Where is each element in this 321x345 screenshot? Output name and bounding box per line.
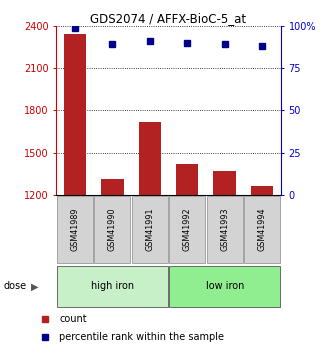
Bar (213, 171, 236, 195)
Text: GSM41992: GSM41992 (183, 208, 192, 251)
Bar (251, 186, 273, 195)
Text: count: count (59, 314, 87, 324)
FancyBboxPatch shape (169, 266, 280, 307)
FancyBboxPatch shape (57, 196, 93, 263)
Bar (176, 164, 198, 195)
FancyBboxPatch shape (132, 196, 168, 263)
Text: dose: dose (3, 282, 26, 291)
Bar (139, 122, 161, 195)
FancyBboxPatch shape (207, 196, 243, 263)
Text: ▶: ▶ (30, 282, 38, 291)
FancyBboxPatch shape (244, 196, 280, 263)
Title: GDS2074 / AFFX-BioC-5_at: GDS2074 / AFFX-BioC-5_at (91, 12, 247, 25)
Text: GSM41991: GSM41991 (145, 208, 154, 251)
FancyBboxPatch shape (57, 266, 168, 307)
Text: low iron: low iron (205, 282, 244, 291)
FancyBboxPatch shape (94, 196, 130, 263)
Text: percentile rank within the sample: percentile rank within the sample (59, 332, 224, 342)
Text: GSM41994: GSM41994 (258, 208, 267, 251)
Text: high iron: high iron (91, 282, 134, 291)
Bar (64, 34, 86, 195)
Text: GSM41989: GSM41989 (70, 208, 79, 251)
Text: GSM41990: GSM41990 (108, 208, 117, 251)
FancyBboxPatch shape (169, 196, 205, 263)
Bar (101, 179, 124, 195)
Text: GSM41993: GSM41993 (220, 208, 229, 251)
